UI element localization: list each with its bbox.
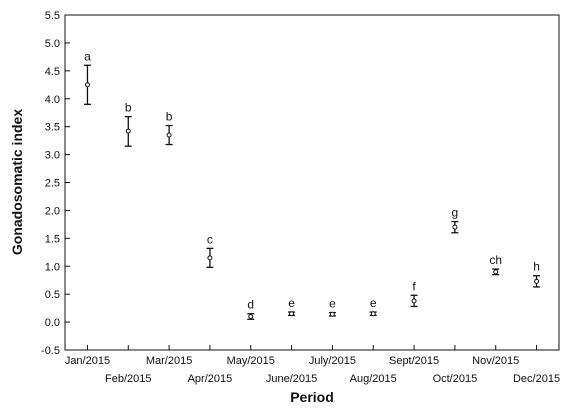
x-tick-label: Oct/2015 <box>433 373 478 385</box>
data-point: h <box>533 260 541 288</box>
x-axis-title: Period <box>290 389 334 405</box>
x-tick-label: Mar/2015 <box>146 355 192 367</box>
significance-label: c <box>207 232 213 246</box>
mean-marker <box>329 311 335 317</box>
significance-label: b <box>166 110 173 124</box>
mean-marker <box>125 128 131 134</box>
y-axis-ticks: -0.5 0.0 0.5 1.0 1.5 2.0 2.5 3.0 3.5 4.0 4.5 5.0 5.5 <box>41 10 70 357</box>
data-point: e <box>369 296 377 317</box>
mean-marker <box>84 82 90 88</box>
mean-marker <box>452 224 458 230</box>
x-tick-label: Nov/2015 <box>472 355 519 367</box>
x-tick-label: Aug/2015 <box>350 373 397 385</box>
significance-label: b <box>125 101 132 115</box>
data-point: e <box>328 297 336 317</box>
significance-label: g <box>452 206 459 220</box>
mean-marker <box>289 311 295 317</box>
y-tick-label: 2.0 <box>45 205 60 217</box>
x-tick-label: May/2015 <box>227 355 275 367</box>
y-tick-label: 3.5 <box>45 122 60 134</box>
data-point: f <box>410 279 418 308</box>
y-axis-title: Gonadosomatic index <box>9 109 25 255</box>
y-tick-label: 0.5 <box>45 289 60 301</box>
significance-label: f <box>412 279 416 293</box>
x-axis-ticks: Jan/2015 Feb/2015 Mar/2015 Apr/2015 May/2015… <box>65 345 560 385</box>
mean-marker <box>370 311 376 317</box>
y-tick-label: 3.0 <box>45 150 60 162</box>
data-point: b <box>124 101 132 147</box>
data-marks: a b b c d e e e f g ch h <box>83 49 541 320</box>
significance-label: e <box>329 297 336 311</box>
y-tick-label: -0.5 <box>41 345 60 357</box>
plot-border <box>64 14 560 351</box>
significance-label: e <box>288 296 295 310</box>
significance-label: a <box>84 49 91 63</box>
mean-marker <box>411 298 417 304</box>
mean-marker <box>207 255 213 261</box>
significance-label: ch <box>489 253 502 267</box>
y-tick-label: 1.0 <box>45 261 60 273</box>
data-point: d <box>247 298 255 320</box>
x-tick-label: Sept/2015 <box>389 355 439 367</box>
significance-label: h <box>533 260 540 274</box>
y-tick-label: 1.5 <box>45 233 60 245</box>
x-tick-label: Apr/2015 <box>188 373 233 385</box>
data-point: g <box>451 206 459 234</box>
significance-label: d <box>247 298 254 312</box>
mean-marker <box>166 132 172 138</box>
y-tick-label: 4.0 <box>45 94 60 106</box>
x-tick-label: Dec/2015 <box>513 373 560 385</box>
mean-marker <box>493 269 499 275</box>
y-tick-label: 2.5 <box>45 178 60 190</box>
y-tick-label: 4.5 <box>45 66 60 78</box>
x-tick-label: Jan/2015 <box>65 355 110 367</box>
data-point: ch <box>489 253 502 276</box>
data-point: a <box>83 49 91 105</box>
mean-marker <box>534 278 540 284</box>
y-tick-label: 0.0 <box>45 317 60 329</box>
mean-marker <box>248 314 254 319</box>
data-point: c <box>206 232 214 269</box>
x-tick-label: July/2015 <box>309 355 356 367</box>
plot-frame <box>64 14 560 351</box>
y-tick-label: 5.0 <box>45 38 60 50</box>
y-tick-label: 5.5 <box>45 10 60 22</box>
data-point: e <box>288 296 295 317</box>
data-point: b <box>165 110 173 146</box>
x-tick-label: Feb/2015 <box>105 373 151 385</box>
significance-label: e <box>370 296 377 310</box>
x-tick-label: June/2015 <box>266 373 317 385</box>
